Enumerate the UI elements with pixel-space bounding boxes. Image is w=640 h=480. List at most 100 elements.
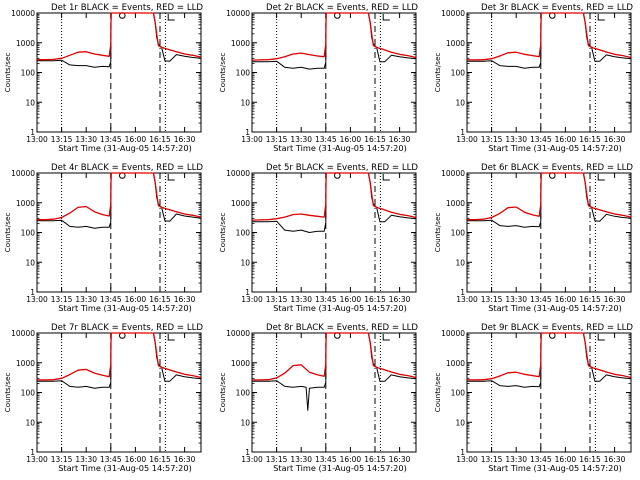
detector-panel-6: Det 6r BLACK = Events, RED = LLD 1 10 100 10… <box>433 163 633 313</box>
plot-frame <box>36 332 202 453</box>
x-tick-label: 13:00 <box>241 135 263 144</box>
x-tick-label: 16:15 <box>149 135 171 144</box>
y-tick-label: 100 <box>21 69 36 78</box>
x-tick-label: 16:30 <box>389 455 411 464</box>
plot-frame <box>36 172 202 293</box>
x-tick-label: 13:30 <box>75 295 97 304</box>
x-tick-label: 13:30 <box>75 135 97 144</box>
y-tick-label: 1000 <box>231 39 250 48</box>
x-tick-label: 13:15 <box>481 135 503 144</box>
y-tick-label: 1000 <box>16 359 35 368</box>
detector-panel-5: Det 5r BLACK = Events, RED = LLD 1 10 100 10… <box>218 163 418 313</box>
events-series-line <box>252 172 417 233</box>
x-tick-label: 16:00 <box>125 135 147 144</box>
x-tick-label: 13:30 <box>505 295 527 304</box>
event-bracket-marker <box>597 174 605 181</box>
x-tick-label: 13:45 <box>315 135 337 144</box>
x-tick-label: 16:15 <box>579 455 601 464</box>
x-axis-label: Start Time (31-Aug-05 14:57:20) <box>58 463 192 473</box>
plot-frame <box>466 172 632 293</box>
event-bracket-marker <box>382 174 390 181</box>
x-tick-label: 16:30 <box>389 295 411 304</box>
plot-frame <box>251 332 417 453</box>
x-tick-label: 13:00 <box>241 295 263 304</box>
y-tick-label: 100 <box>236 229 251 238</box>
y-tick-label: 10 <box>240 98 250 107</box>
x-axis-label: Start Time (31-Aug-05 14:57:20) <box>273 303 407 313</box>
detector-panel-8: Det 8r BLACK = Events, RED = LLD 1 10 100 10… <box>218 323 418 473</box>
y-tick-label: 10000 <box>11 329 35 338</box>
plot-frame <box>251 12 417 133</box>
x-tick-label: 16:00 <box>555 295 577 304</box>
y-axis-label: Counts/sec <box>3 53 12 93</box>
y-tick-label: 10 <box>455 258 465 267</box>
y-tick-label: 10 <box>455 418 465 427</box>
x-tick-label: 13:15 <box>51 455 73 464</box>
x-tick-label: 13:45 <box>315 455 337 464</box>
y-tick-label: 1 <box>245 288 250 297</box>
lld-series-line <box>37 332 202 381</box>
x-axis-label: Start Time (31-Aug-05 14:57:20) <box>273 143 407 153</box>
y-tick-label: 10000 <box>441 9 465 18</box>
events-series-line <box>252 12 417 70</box>
y-tick-label: 100 <box>451 69 466 78</box>
y-tick-label: 1 <box>30 448 35 457</box>
plot-frame <box>466 12 632 133</box>
x-tick-label: 16:30 <box>174 295 196 304</box>
x-tick-label: 13:45 <box>100 455 122 464</box>
y-tick-label: 100 <box>451 229 466 238</box>
y-tick-label: 10000 <box>226 169 250 178</box>
x-axis-label: Start Time (31-Aug-05 14:57:20) <box>58 143 192 153</box>
detector-panel-4: Det 4r BLACK = Events, RED = LLD 1 10 100 10… <box>3 163 203 313</box>
panel-title: Det 7r BLACK = Events, RED = LLD <box>51 323 203 333</box>
y-tick-label: 10 <box>455 98 465 107</box>
detector-panel-1: Det 1r BLACK = Events, RED = LLD 1 10 100 10… <box>3 3 203 153</box>
panel-title: Det 5r BLACK = Events, RED = LLD <box>266 163 418 173</box>
event-bracket-marker <box>167 334 175 341</box>
x-tick-label: 16:15 <box>579 295 601 304</box>
x-tick-label: 16:30 <box>604 135 626 144</box>
x-tick-label: 13:30 <box>505 455 527 464</box>
x-tick-label: 16:15 <box>364 295 386 304</box>
y-tick-label: 10000 <box>11 169 35 178</box>
y-tick-label: 10000 <box>11 9 35 18</box>
y-axis-label: Counts/sec <box>433 213 442 253</box>
x-tick-label: 13:15 <box>481 295 503 304</box>
detector-panel-3: Det 3r BLACK = Events, RED = LLD 1 10 100 10… <box>433 3 633 153</box>
x-tick-label: 16:00 <box>555 455 577 464</box>
event-bracket-marker <box>597 14 605 21</box>
panel-title: Det 6r BLACK = Events, RED = LLD <box>481 163 633 173</box>
y-tick-label: 100 <box>21 389 36 398</box>
x-tick-label: 16:00 <box>125 455 147 464</box>
x-tick-label: 16:30 <box>389 135 411 144</box>
y-tick-label: 10 <box>240 418 250 427</box>
lld-series-line <box>467 172 632 221</box>
x-tick-label: 16:15 <box>149 455 171 464</box>
y-tick-label: 10000 <box>441 169 465 178</box>
y-tick-label: 10000 <box>441 329 465 338</box>
x-tick-label: 16:00 <box>340 135 362 144</box>
y-axis-label: Counts/sec <box>433 53 442 93</box>
y-tick-label: 100 <box>21 229 36 238</box>
x-axis-label: Start Time (31-Aug-05 14:57:20) <box>488 463 622 473</box>
event-bracket-marker <box>167 174 175 181</box>
x-tick-label: 13:15 <box>266 135 288 144</box>
detector-panel-9: Det 9r BLACK = Events, RED = LLD 1 10 100 10… <box>433 323 633 473</box>
y-axis-label: Counts/sec <box>3 373 12 413</box>
event-bracket-marker <box>382 14 390 21</box>
y-tick-label: 1 <box>245 128 250 137</box>
x-tick-label: 16:15 <box>149 295 171 304</box>
y-tick-label: 1000 <box>231 199 250 208</box>
x-tick-label: 13:30 <box>75 455 97 464</box>
x-axis-label: Start Time (31-Aug-05 14:57:20) <box>488 303 622 313</box>
event-bracket-marker <box>597 334 605 341</box>
detector-panel-7: Det 7r BLACK = Events, RED = LLD 1 10 100 10… <box>3 323 203 473</box>
x-tick-label: 13:15 <box>266 455 288 464</box>
x-tick-label: 13:00 <box>26 295 48 304</box>
y-axis-label: Counts/sec <box>3 213 12 253</box>
plot-frame <box>251 172 417 293</box>
x-axis-label: Start Time (31-Aug-05 14:57:20) <box>488 143 622 153</box>
y-tick-label: 1 <box>460 128 465 137</box>
y-axis-label: Counts/sec <box>218 213 227 253</box>
